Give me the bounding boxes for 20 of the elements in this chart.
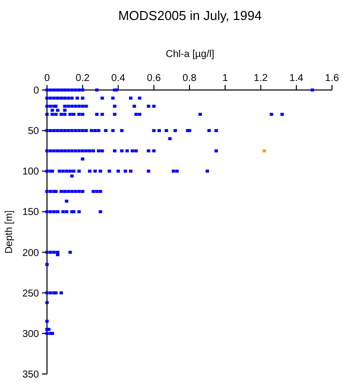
y-tick-label: 50 xyxy=(28,126,40,138)
x-tick-label: 0.6 xyxy=(146,73,162,84)
y-axis-title: Depth [m] xyxy=(4,210,15,254)
x-axis-title: Chl-a [µg/l] xyxy=(166,49,214,60)
y-tick-label: 150 xyxy=(22,207,40,218)
y-tick-label: 250 xyxy=(22,288,40,300)
y-tick-label: 0 xyxy=(33,86,40,96)
x-tick-label: 0.4 xyxy=(111,73,126,84)
x-tick-label: 0 xyxy=(44,73,50,84)
x-tick-label: 1.6 xyxy=(325,73,340,84)
y-tick-label: 100 xyxy=(22,166,40,178)
y-tick-label: 350 xyxy=(22,370,40,380)
x-tick-label: 1.2 xyxy=(254,73,268,84)
chart-title: MODS2005 in July, 1994 xyxy=(118,8,262,23)
y-tick-label: 300 xyxy=(22,328,40,340)
x-tick-label: 1.4 xyxy=(289,73,304,84)
x-tick-label: 1 xyxy=(222,73,228,84)
y-tick-label: 200 xyxy=(22,248,40,259)
x-tick-label: 0.2 xyxy=(76,73,90,84)
x-tick-label: 0.8 xyxy=(182,73,197,84)
